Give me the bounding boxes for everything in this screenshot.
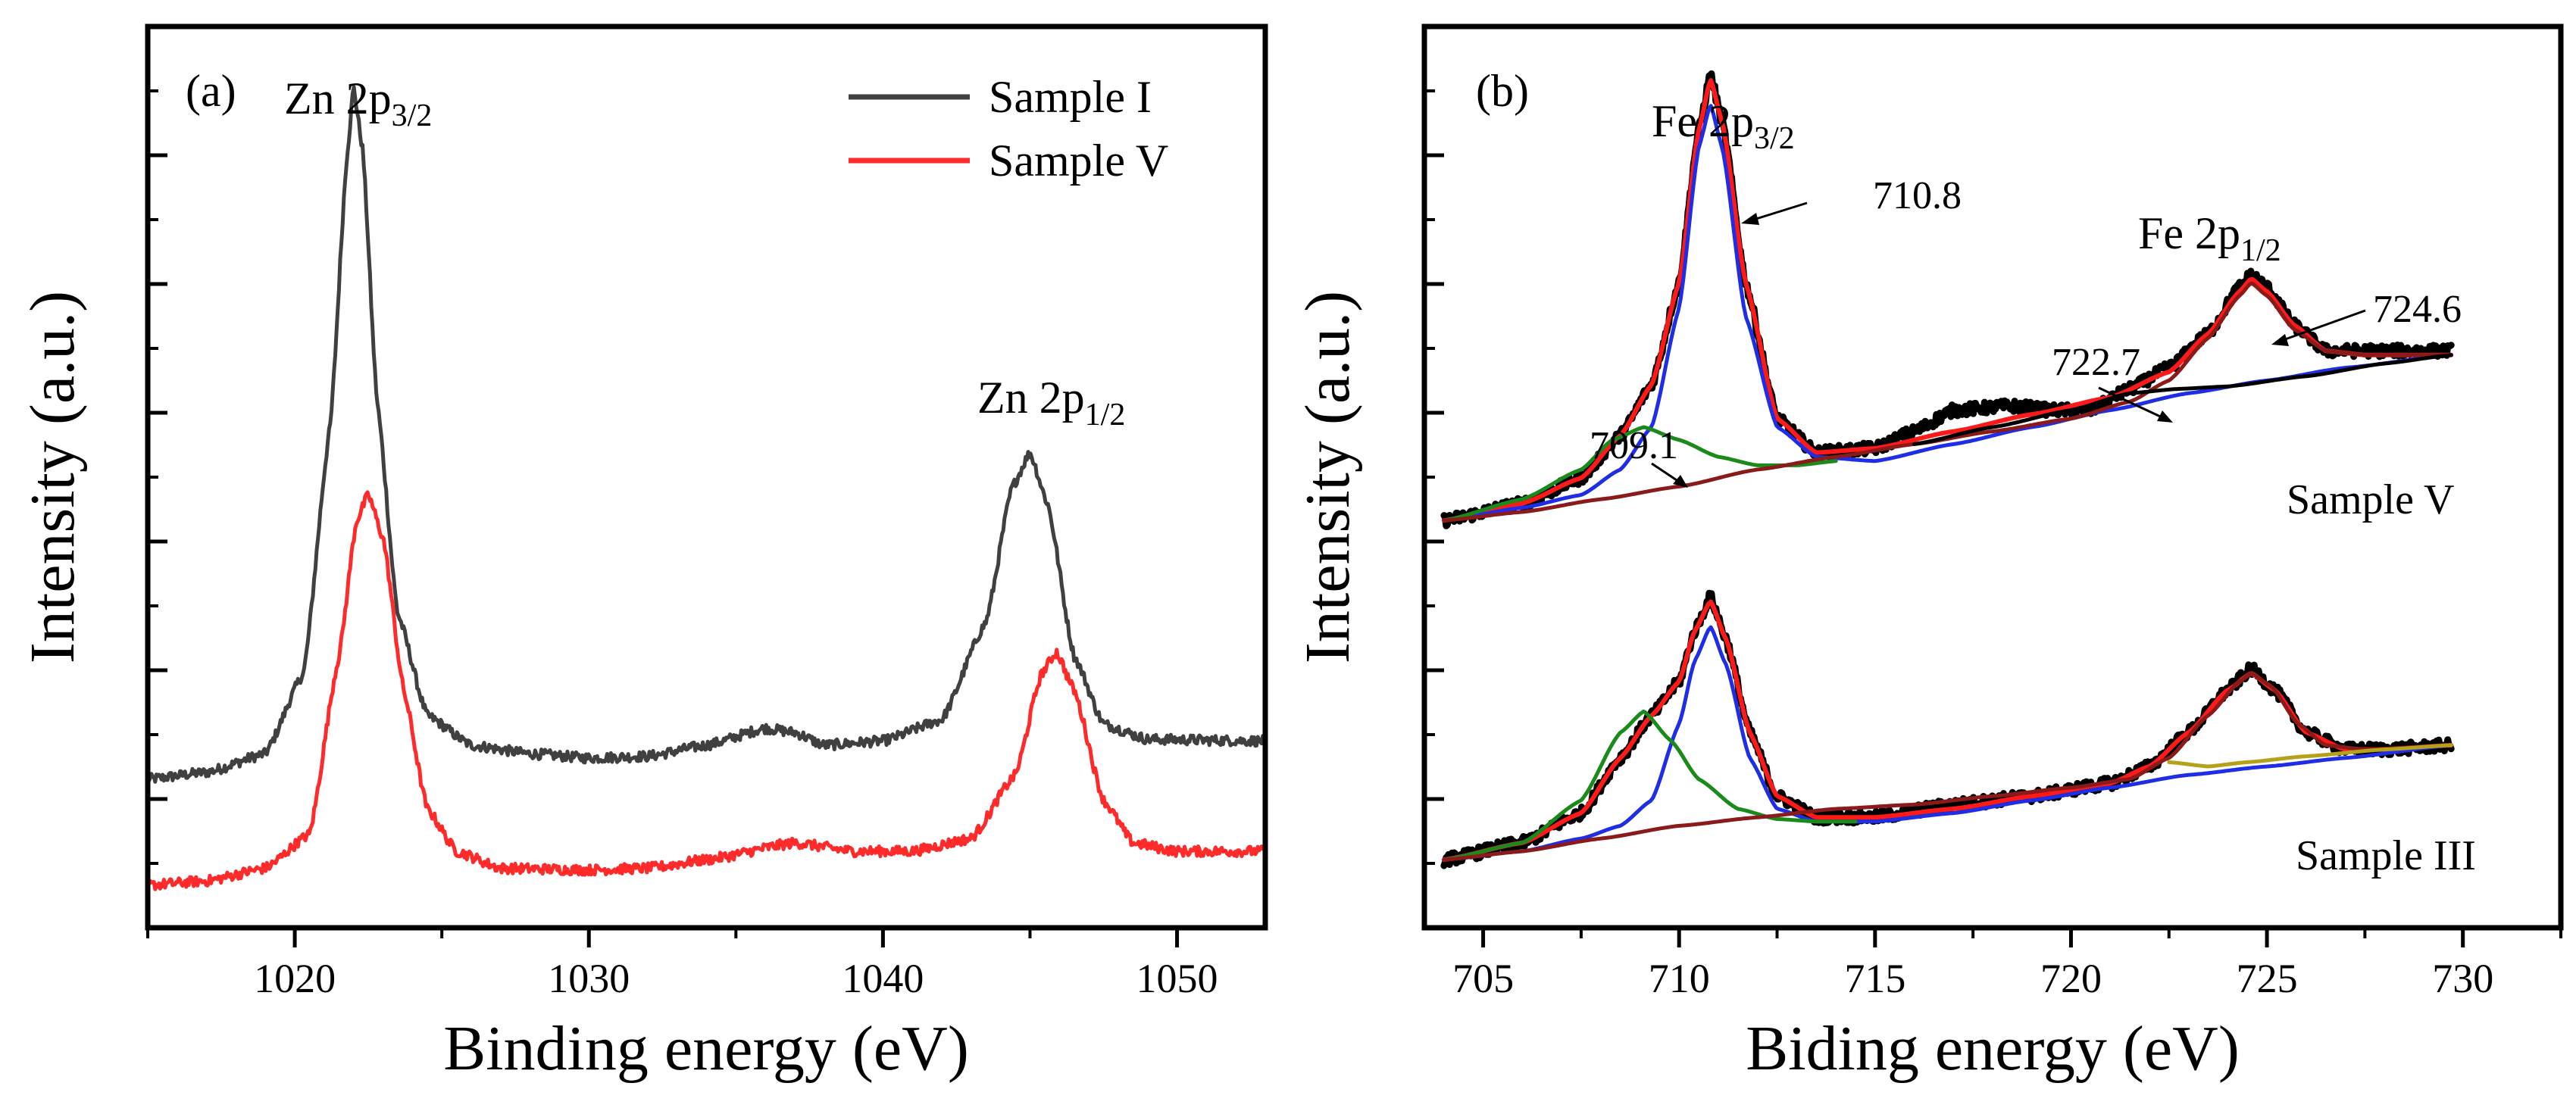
- series-sample-v-raw: [1440, 70, 2455, 529]
- arrow-722-7-head: [2157, 410, 2173, 423]
- arrow-724-6-head: [2271, 334, 2289, 346]
- panel-a-x-axis-label: Binding energy (eV): [443, 1013, 969, 1084]
- x-tick-label-1030: 1030: [548, 956, 630, 1001]
- peak-label-709-1: 709.1: [1590, 424, 1678, 467]
- panel-b-annotation-fe-2p1-2: Fe 2p1/2: [2138, 208, 2281, 268]
- series-sample-v-shoulder-background: [1912, 353, 2453, 446]
- x-tick-label-725: 725: [2237, 956, 2298, 1001]
- x-tick-label-1050: 1050: [1136, 956, 1218, 1001]
- panel-b-annotation-fe-2p3-2: Fe 2p3/2: [1652, 96, 1795, 156]
- sample-label-iii: Sample III: [2296, 832, 2476, 879]
- arrow-724-6: [2276, 309, 2366, 344]
- arrow-710-8-head: [1741, 213, 1759, 225]
- peak-arrows: [1651, 201, 2366, 488]
- legend-label-sample-v: Sample V: [989, 136, 1168, 186]
- panel-a-ticks: 1020 1030 1040 1050: [146, 89, 1218, 1001]
- x-tick-label-710: 710: [1649, 956, 1710, 1001]
- panel-a-legend: Sample I Sample V: [849, 72, 1168, 186]
- panel-b-ticks: 705 710 715 720 725 730: [1424, 89, 2562, 1001]
- series-sample-v-envelope: [1441, 78, 2454, 523]
- peak-label-710-8: 710.8: [1873, 174, 1962, 217]
- panel-b-y-axis-label: Intensity (a.u.): [1293, 291, 1363, 663]
- panel-a-curves: [145, 85, 1268, 891]
- series-sample-iii-background: [1442, 671, 2453, 862]
- x-tick-label-730: 730: [2432, 956, 2493, 1001]
- series-sample-i: [145, 85, 1268, 784]
- panel-a-frame: [145, 23, 1268, 931]
- panel-a-label: (a): [186, 66, 236, 116]
- x-tick-label-705: 705: [1452, 956, 1514, 1001]
- x-tick-label-1040: 1040: [842, 956, 924, 1001]
- peak-label-722-7: 722.7: [2052, 341, 2140, 384]
- series-sample-v-peak-709-1: [1442, 425, 1838, 523]
- series-sample-iii-peak-709-1: [1442, 709, 1858, 862]
- panel-b-curves: [1440, 70, 2455, 869]
- panel-b-frame: [1421, 23, 2564, 931]
- panel-a-annotation-zn-2p1-2: Zn 2p1/2: [977, 373, 1125, 432]
- series-sample-iii-peak-710-8: [1442, 625, 2453, 862]
- panel-a-annotation-zn-2p3-2: Zn 2p3/2: [284, 73, 432, 133]
- x-tick-label-1020: 1020: [254, 956, 336, 1001]
- x-tick-label-720: 720: [2040, 956, 2102, 1001]
- panel-a-y-axis-label: Intensity (a.u.): [17, 291, 88, 663]
- panel-b-label: (b): [1476, 66, 1529, 116]
- series-sample-iii-satellite-background: [2167, 743, 2453, 769]
- panel-b: 705 710 715 720 725 730 (b) Fe 2p3/2 Fe 2p1/2…: [1293, 23, 2564, 1084]
- arrow-709-1-head: [1673, 475, 1688, 488]
- legend-label-sample-i: Sample I: [989, 72, 1152, 122]
- panel-b-x-axis-label: Biding energy (eV): [1746, 1013, 2240, 1084]
- series-sample-iii-raw: [1440, 589, 2455, 869]
- arrow-722-7: [2098, 386, 2169, 422]
- series-sample-v: [145, 490, 1268, 891]
- sample-label-v: Sample V: [2287, 476, 2454, 523]
- panel-a: 1020 1030 1040 1050 (a) Zn 2p3/2 Zn 2p1/2 S…: [17, 23, 1268, 1084]
- x-tick-label-715: 715: [1844, 956, 1905, 1001]
- peak-label-724-6: 724.6: [2373, 288, 2462, 331]
